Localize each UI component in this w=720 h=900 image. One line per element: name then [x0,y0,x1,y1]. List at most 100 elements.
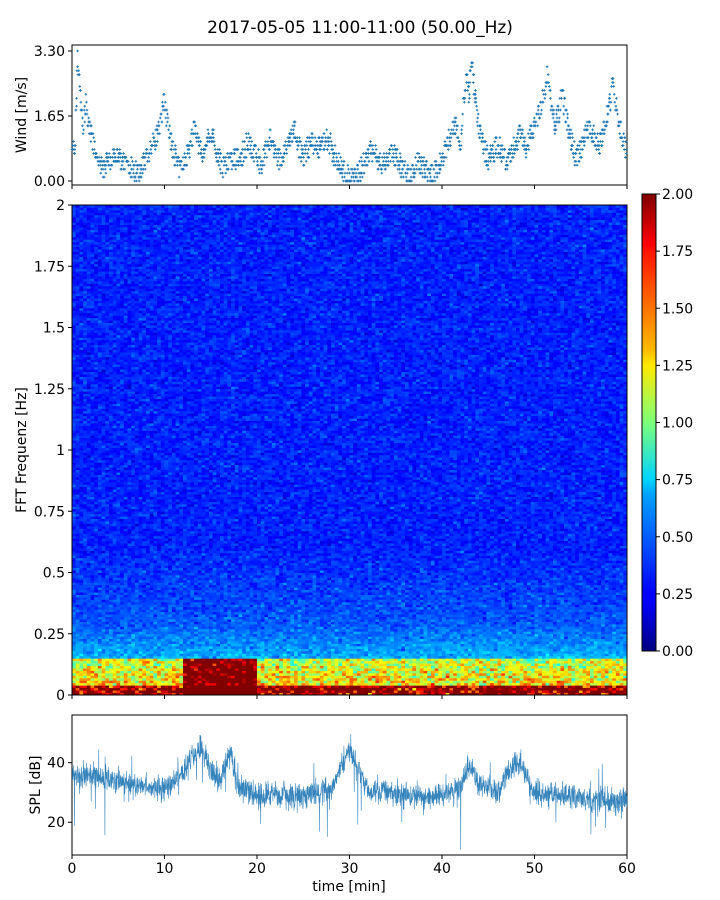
spectrogram-cell [249,687,254,691]
spectrogram-cell [212,648,217,652]
spectrogram-cell [527,655,532,659]
spectrogram-cell [286,646,291,649]
spectrogram-cell [223,690,228,693]
spectrogram-cell [212,655,217,659]
spectrogram-cell [327,648,332,652]
spectrogram-cell [442,638,447,642]
spectrogram-cell [216,638,221,642]
spectrogram-cell [109,670,114,674]
spectrogram-cell [590,668,595,671]
wind-point [121,160,125,163]
spectrogram-cell [401,643,406,647]
spectrogram-cell [619,690,624,693]
spectrogram-cell [449,653,454,657]
spectrogram-cell [460,658,465,662]
spectrogram-cell [101,685,106,689]
spectrogram-cell [86,677,91,681]
wind-point [238,156,242,159]
spectrogram-cell [445,655,450,659]
spectrogram-cell [349,658,354,662]
wind-point [88,120,92,124]
spectrogram-cell [549,650,554,654]
spectrogram-cell [615,641,620,644]
spectrogram-cell [412,668,417,671]
wind-point [166,120,169,124]
spectrogram-cell [582,668,587,671]
spectrogram-cell [349,653,354,657]
spectrogram-cell [319,685,324,689]
spectrogram-cell [86,663,91,666]
spectrogram-cell [575,643,580,647]
wind-point [92,148,96,151]
spectrogram-cell [142,668,147,671]
spectrogram-cell [83,682,88,686]
spectrogram-cell [471,675,476,679]
spectrogram-cell [197,665,202,669]
wind-point [87,116,90,120]
spectrogram-cell [497,663,502,666]
spectrogram-cell [290,650,295,654]
spectrogram-cell [282,653,287,657]
spectrogram-cell [449,672,454,676]
spectrogram-cell [482,670,487,674]
spectrogram-cell [360,682,365,686]
spectrogram-cell [442,680,447,684]
spectrogram-cell [171,658,176,662]
spectrogram-cell [312,641,317,644]
spectrogram-cell [112,668,117,671]
spectrogram-cell [523,653,528,657]
spectrogram-cell [146,646,151,649]
spectrogram-cell [194,653,199,657]
spectrogram-cell [109,690,114,693]
spectrogram-cell [257,675,262,679]
spectrogram-cell [493,672,498,676]
spectrogram-cell [516,646,521,649]
spectrogram-cell [268,665,273,669]
spectrogram-cell [168,646,173,649]
spectrogram-cell [342,648,347,652]
spectrogram-cell [423,660,428,664]
spectrogram-cell [205,655,210,659]
spectrogram-cell [279,638,284,642]
spectrogram-cell [390,687,395,691]
spectrogram-cell [253,668,258,671]
spectrogram-cell [353,670,358,674]
spectrogram-cell [453,646,458,649]
spectrogram-cell [271,670,276,674]
spectrogram-cell [423,641,428,644]
spectrogram-cell [260,677,265,681]
spectrogram-cell [183,672,188,676]
spectrogram-cell [482,668,487,671]
spectrogram-cell [434,646,439,649]
spectrogram-cell [316,675,321,679]
spectrogram-cell [282,677,287,681]
wind-point [183,152,186,155]
spectrogram-cell [571,687,576,691]
wind-point [151,132,155,136]
spectrogram-cell [316,658,321,662]
spectrogram-cell [294,653,299,657]
spectrogram-cell [231,677,236,681]
spectrogram-cell [72,685,77,689]
spectrogram-cell [553,641,558,644]
spectrogram-cell [497,650,502,654]
spectrogram-cell [401,677,406,681]
spectrogram-cell [338,672,343,676]
spectrogram-cell [190,677,195,681]
spectrogram-cell [586,648,591,652]
spectrogram-cell [401,687,406,691]
spectrogram-cell [175,672,180,676]
spectrogram-cell [257,677,262,681]
spectrogram-cell [338,665,343,669]
spectrogram-cell [593,685,598,689]
spectrogram-cell [608,675,613,679]
spectrogram-cell [553,682,558,686]
spectrogram-cell [512,672,517,676]
spectrogram-cell [282,658,287,662]
spectrogram-cell [116,677,121,681]
spectrogram-cell [86,668,91,671]
spectrogram-cell [120,670,125,674]
spectrogram-cell [549,685,554,689]
spectrogram-cell [504,680,509,684]
